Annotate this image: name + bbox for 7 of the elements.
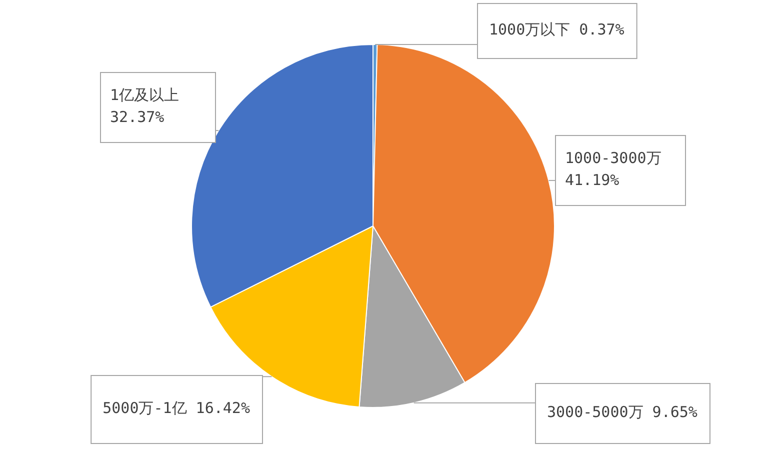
slice-label: 5000万-1亿 16.42% (102, 398, 250, 417)
data-label: 32.37% (110, 108, 164, 126)
slice-label: 1000万以下 0.37% (489, 20, 624, 38)
slice-label: 1亿及以上 (110, 86, 180, 104)
data-label: 41.19% (565, 170, 620, 189)
slice-label: 3000-5000万 9.65% (546, 402, 698, 421)
slice-label: 1000-3000万 (565, 148, 662, 167)
